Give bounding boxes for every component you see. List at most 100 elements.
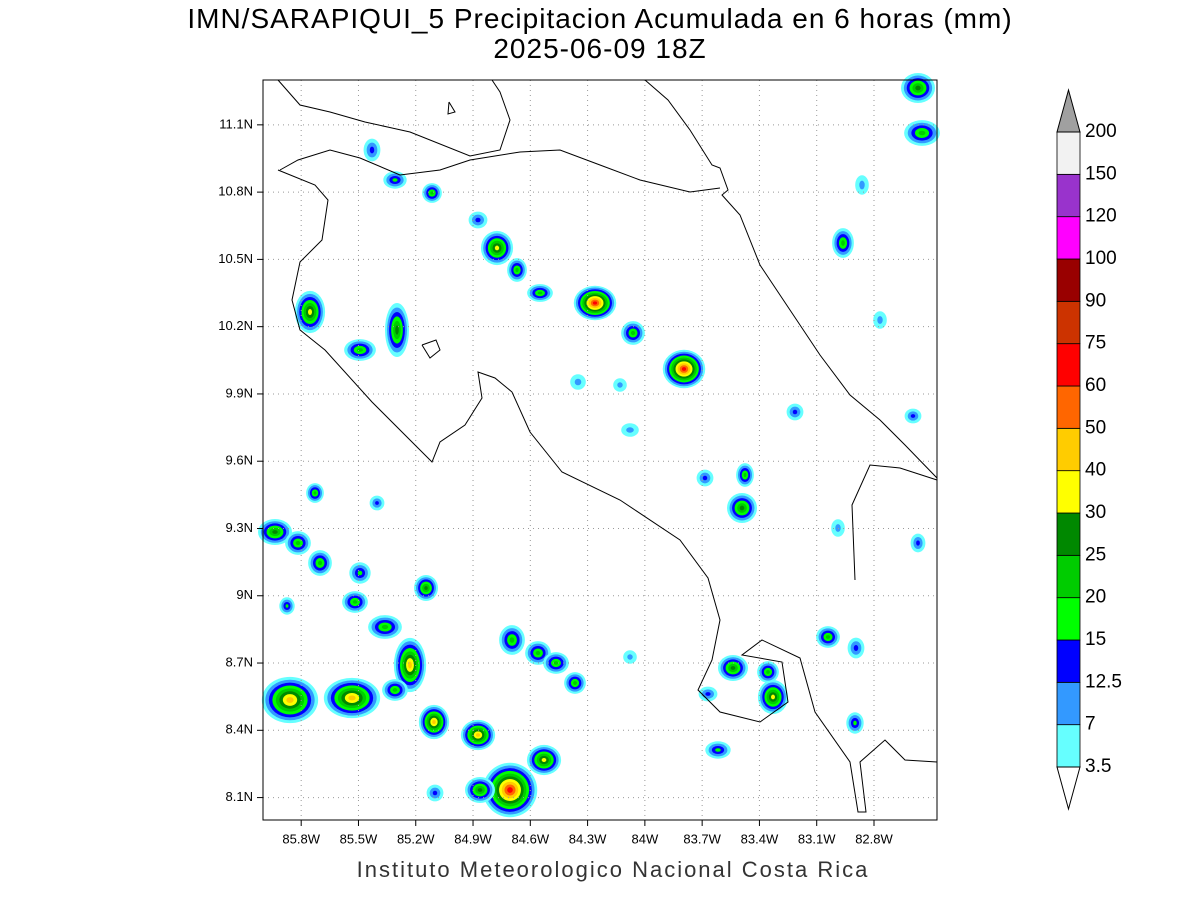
colorbar-label: 100 [1085, 248, 1117, 269]
subtitle: 2025-06-09 18Z [493, 33, 706, 64]
colorbar: 3.5 7 12.5 15 20 25 30 40 50 60 75 90 100 120 150 200 [1056, 88, 1122, 811]
precip-cell [573, 681, 577, 685]
y-tick-label: 10.5N [218, 251, 253, 266]
precip-cell [630, 330, 636, 336]
precip-cell [915, 85, 921, 91]
x-tick-label: 84W [632, 831, 659, 846]
precip-cell [381, 624, 389, 630]
precip-cell [730, 666, 736, 670]
y-tick-label: 9.9N [226, 385, 253, 400]
colorbar-over [1056, 88, 1081, 133]
y-tick-label: 9.6N [226, 453, 253, 468]
y-tick-label: 9N [236, 587, 253, 602]
x-tick-label: 83.1W [798, 831, 836, 846]
border [279, 149, 721, 193]
colorbar-segment [1056, 385, 1081, 429]
precip-cell [918, 130, 926, 136]
precip-cell [535, 650, 541, 656]
coastline [277, 169, 938, 813]
colorbar-label: 50 [1085, 417, 1106, 438]
precip-cell [825, 635, 831, 639]
y-tick-label: 8.1N [226, 789, 253, 804]
colorbar-label: 150 [1085, 163, 1117, 184]
precip-cell [553, 661, 559, 665]
axes: 85.8W 85.5W 85.2W 84.9W 84.6W 84.3W 84W 83.7W 83… [218, 116, 893, 846]
colorbar-segment [1056, 681, 1081, 726]
precip-cell [916, 540, 920, 546]
precip-cell [617, 382, 623, 388]
precip-cell [375, 501, 379, 505]
precip-cell [424, 586, 428, 590]
colorbar-label: 15 [1085, 629, 1106, 650]
colorbar-segment [1056, 470, 1081, 514]
y-tick-label: 10.8N [218, 184, 253, 199]
precip-cell [357, 570, 363, 576]
x-tick-label: 83.7W [683, 831, 721, 846]
colorbar-segment [1056, 131, 1081, 175]
precip-cell [537, 291, 543, 295]
precip-cell [739, 505, 745, 511]
precip-cell [317, 560, 323, 566]
precip-cell [592, 301, 598, 305]
precip-cell [477, 788, 483, 792]
precip-cell [771, 694, 775, 700]
colorbar-label: 120 [1085, 206, 1117, 227]
precip-cell [392, 178, 398, 182]
x-tick-label: 82.8W [855, 831, 893, 846]
coastline [644, 79, 938, 479]
precip-cell [853, 720, 857, 726]
precip-cell [702, 475, 708, 481]
x-tick-label: 83.4W [741, 831, 779, 846]
colorbar-segment [1056, 512, 1081, 556]
precip-cell [507, 787, 513, 793]
y-tick-label: 8.7N [226, 654, 253, 669]
precip-cell [432, 790, 438, 796]
precip-cell [285, 604, 289, 608]
precip-cell [313, 491, 317, 495]
precip-cell [681, 367, 687, 371]
colorbar-label: 12.5 [1085, 671, 1122, 692]
y-tick-label: 8.4N [226, 722, 253, 737]
x-tick-label: 84.9W [454, 831, 492, 846]
colorbar-segment [1056, 427, 1081, 472]
precip-cell [369, 146, 375, 154]
colorbar-segment [1056, 597, 1081, 641]
precip-cell [877, 316, 883, 324]
precip-cell [705, 692, 711, 696]
colorbar-under [1056, 766, 1081, 811]
colorbar-label: 60 [1085, 375, 1106, 396]
precip-cell [841, 240, 845, 246]
precip-cell [395, 325, 399, 335]
colorbar-segment [1056, 300, 1081, 345]
colorbar-label: 200 [1085, 121, 1117, 142]
colorbar-segment [1056, 554, 1081, 599]
colorbar-segment [1056, 216, 1081, 260]
precip-cell [626, 427, 634, 433]
precip-cell [475, 733, 481, 737]
x-tick-label: 85.8W [282, 831, 320, 846]
colorbar-label: 90 [1085, 290, 1106, 311]
precip-cell [295, 540, 301, 546]
colorbar-label: 25 [1085, 544, 1106, 565]
precip-cell [408, 661, 412, 669]
colorbar-segment [1056, 173, 1081, 218]
precip-cell [509, 637, 515, 643]
coastline [447, 101, 456, 115]
precip-cell [475, 217, 481, 223]
y-tick-label: 9.3N [226, 520, 253, 535]
x-tick-label: 85.5W [340, 831, 378, 846]
colorbar-segment [1056, 343, 1081, 387]
precip-cell [715, 748, 721, 752]
precip-cell [515, 267, 519, 273]
precip-cell [352, 600, 358, 604]
x-tick-label: 84.3W [569, 831, 607, 846]
precip-cell [627, 654, 633, 660]
title: IMN/SARAPIQUI_5 Precipitacion Acumulada … [187, 3, 1012, 34]
colorbar-segment [1056, 639, 1081, 683]
colorbar-label: 7 [1085, 714, 1096, 735]
precip-cell [541, 758, 547, 762]
precip-cell [766, 670, 770, 674]
precip-cell [430, 191, 434, 195]
colorbar-label: 75 [1085, 333, 1106, 354]
